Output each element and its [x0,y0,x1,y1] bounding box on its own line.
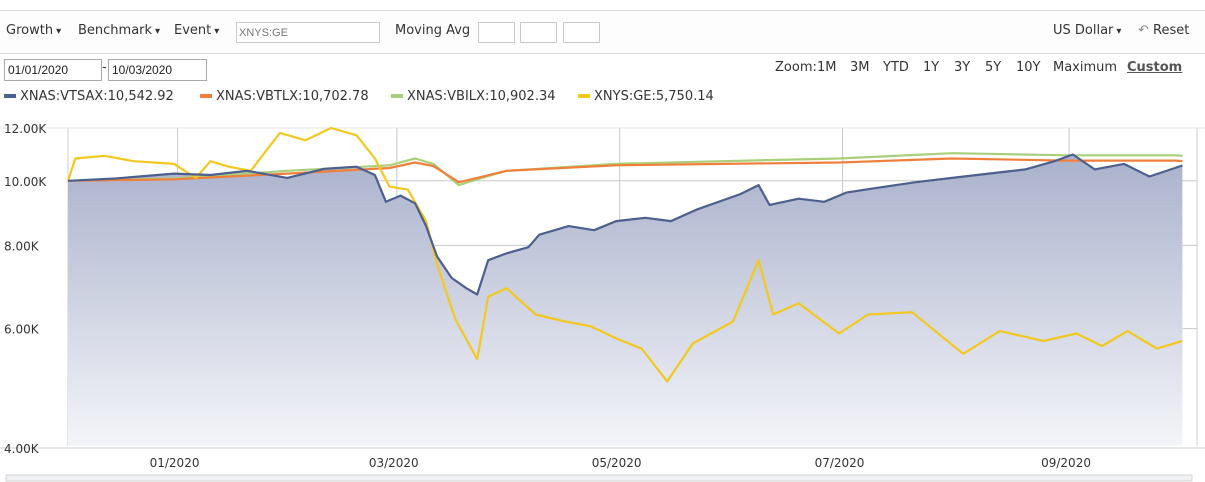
y-tick-label: 12.00K [4,122,47,136]
reset-button[interactable]: ↶ Reset [1138,23,1189,38]
chart-legend: XNAS:VTSAX:10,542.92 XNAS:VBTLX:10,702.7… [4,89,1104,109]
symbol-input[interactable] [236,22,380,43]
moving-avg-label: Moving Avg [395,23,471,38]
navigator-strip [5,474,1193,482]
zoom-1m[interactable]: 1M [817,60,837,75]
x-tick-label: 05/2020 [592,456,642,470]
chart-toolbar: Growth▾ Benchmark▾ Event▾ Moving Avg US … [0,10,1205,54]
x-tick-label: 01/2020 [150,456,200,470]
y-tick-label: 8.00K [4,239,40,253]
moving-avg-input-2[interactable] [520,22,557,43]
benchmark-label: Benchmark [78,23,153,38]
growth-dropdown[interactable]: Growth ▾ [6,23,61,38]
y-tick-label: 10.00K [4,175,47,189]
legend-swatch [391,93,403,98]
start-date-input[interactable] [4,59,102,81]
date-separator: - [102,60,107,75]
moving-avg-input-3[interactable] [563,22,600,43]
zoom-3m[interactable]: 3M [850,60,870,75]
y-tick-label: 6.00K [4,323,40,337]
zoom-10y[interactable]: 10Y [1016,60,1041,75]
legend-item-vtsax[interactable]: XNAS:VTSAX:10,542.92 [4,89,174,104]
event-dropdown[interactable]: Event ▾ [174,23,219,38]
series-area-0 [68,154,1183,446]
event-label: Event [174,23,212,38]
legend-swatch [578,93,590,98]
chevron-down-icon: ▾ [214,26,220,37]
legend-item-vbtlx[interactable]: XNAS:VBTLX:10,702.78 [200,89,369,104]
legend-swatch [4,93,16,98]
currency-label: US Dollar [1053,23,1114,38]
zoom-maximum[interactable]: Maximum [1053,60,1118,75]
x-tick-label: 09/2020 [1041,456,1091,470]
moving-avg-input-1[interactable] [478,22,515,43]
benchmark-dropdown[interactable]: Benchmark ▾ [78,23,160,38]
zoom-custom[interactable]: Custom [1127,60,1183,75]
zoom-ytd[interactable]: YTD [883,60,909,75]
legend-item-ge[interactable]: XNYS:GE:5,750.14 [578,89,714,104]
zoom-1y[interactable]: 1Y [923,60,940,75]
legend-label: XNAS:VTSAX:10,542.92 [20,89,174,104]
x-tick-label: 03/2020 [369,456,419,470]
legend-label: XNAS:VBILX:10,902.34 [407,89,556,104]
end-date-input[interactable] [108,59,207,81]
chevron-down-icon: ▾ [56,26,62,37]
zoom-3y[interactable]: 3Y [954,60,971,75]
zoom-label: Zoom: [775,60,817,75]
series-line-1 [67,157,1183,184]
legend-item-vbilx[interactable]: XNAS:VBILX:10,902.34 [391,89,556,104]
zoom-5y[interactable]: 5Y [985,60,1002,75]
currency-dropdown[interactable]: US Dollar ▾ [1053,23,1121,38]
reset-icon: ↶ [1138,23,1149,38]
reset-label: Reset [1153,23,1190,38]
x-tick-label: 07/2020 [815,456,865,470]
legend-label: XNYS:GE:5,750.14 [594,89,714,104]
y-tick-label: 4.00K [4,442,40,456]
chevron-down-icon: ▾ [155,26,161,37]
legend-swatch [200,93,212,98]
series-line-0 [67,153,1183,296]
growth-label: Growth [6,23,54,38]
chevron-down-icon: ▾ [1116,26,1122,37]
legend-label: XNAS:VBTLX:10,702.78 [216,89,369,104]
growth-chart: 4.00K 6.00K 8.00K 10.00K 12.00K 01/2020 03/202… [0,122,1205,482]
series-line-3 [66,126,1183,383]
